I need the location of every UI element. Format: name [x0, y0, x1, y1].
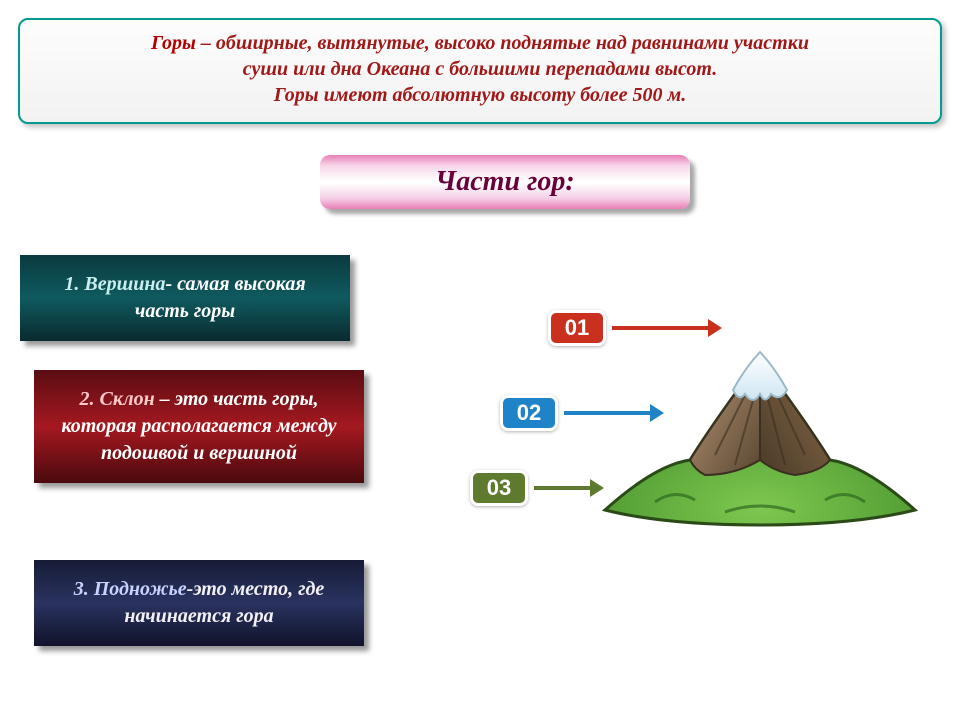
section-title: Части гор: — [320, 155, 690, 209]
mountain-icon — [595, 290, 925, 550]
arrow-to-foot — [534, 484, 604, 492]
definition-line-2: суши или дна Океана с большими перепадам… — [40, 56, 920, 82]
definition-panel: Горы – обширные, вытянутые, высоко подня… — [18, 18, 942, 124]
card-peak: 1. Вершина- самая высокая часть горы — [20, 255, 350, 341]
card-foot-term: 3. Подножье — [74, 578, 187, 600]
label-badge-03: 03 — [470, 470, 528, 506]
definition-line-3: Горы имеют абсолютную высоту более 500 м… — [40, 82, 920, 108]
card-slope-term: 2. Склон — [80, 388, 155, 410]
definition-term: Горы — [151, 32, 196, 54]
definition-line-1: Горы – обширные, вытянутые, высоко подня… — [40, 30, 920, 56]
card-slope: 2. Склон – это часть горы, которая распо… — [34, 370, 364, 483]
card-foot: 3. Подножье-это место, где начинается го… — [34, 560, 364, 646]
card-peak-term: 1. Вершина — [64, 273, 165, 295]
label-badge-02: 02 — [500, 395, 558, 431]
definition-line-1-rest: – обширные, вытянутые, высоко поднятые н… — [196, 32, 809, 54]
